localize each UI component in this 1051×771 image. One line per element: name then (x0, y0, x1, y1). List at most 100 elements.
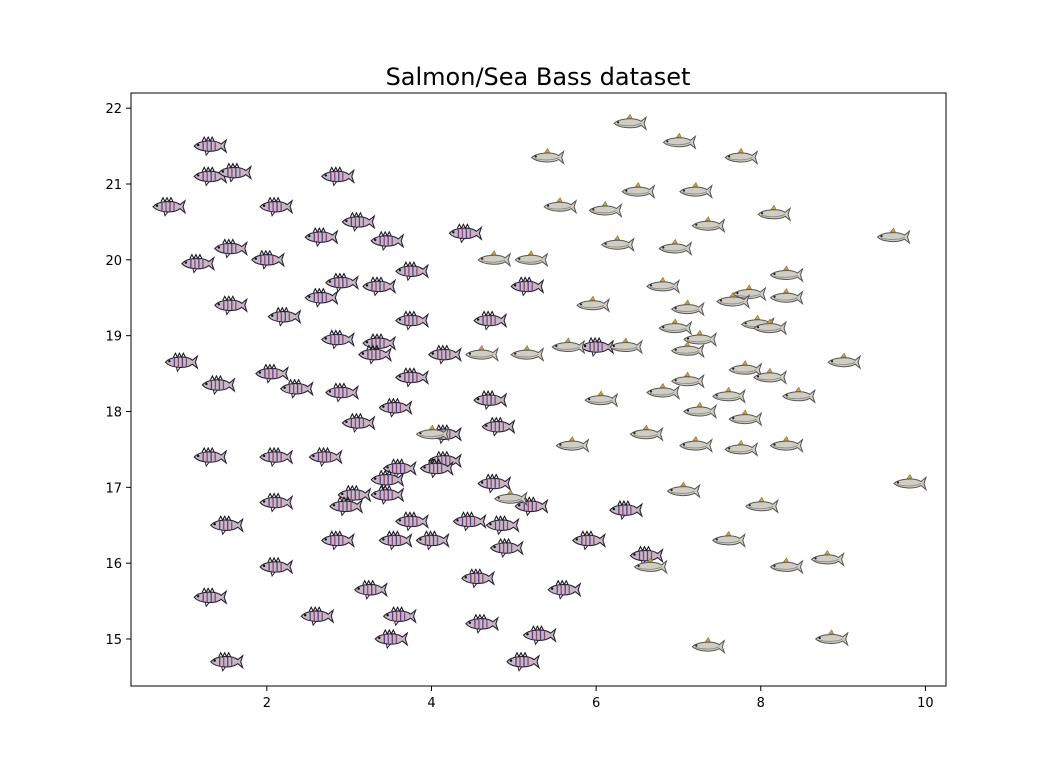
x-tick-label: 4 (427, 696, 435, 711)
x-tick-label: 8 (757, 696, 765, 711)
salmon-point (770, 557, 803, 574)
sea-bass-point (259, 197, 293, 217)
sea-bass-point (267, 307, 301, 327)
salmon-point (477, 250, 511, 267)
sea-bass-point (255, 363, 289, 384)
salmon-point (770, 288, 803, 305)
y-tick-label: 15 (105, 633, 122, 648)
salmon-point (728, 360, 762, 377)
salmon-point (613, 113, 647, 130)
salmon-point (667, 481, 701, 498)
salmon-point (877, 227, 910, 244)
sea-bass-point (164, 352, 199, 372)
sea-bass-point (181, 253, 215, 274)
salmon-point (630, 424, 663, 441)
salmon-point (658, 239, 692, 255)
salmon-point (691, 216, 725, 233)
salmon-point (815, 629, 849, 646)
salmon-point (893, 474, 927, 490)
salmon-point (683, 330, 717, 346)
sea-bass-point (477, 473, 511, 494)
sea-bass-point (210, 652, 244, 672)
sea-bass-point (461, 568, 495, 588)
salmon-point (646, 276, 680, 293)
sea-bass-point (395, 310, 429, 331)
y-tick-label: 21 (105, 178, 122, 193)
sea-bass-point (522, 625, 557, 645)
sea-bass-point (321, 166, 355, 187)
sea-bass-point (395, 367, 429, 388)
sea-bass-point (214, 238, 248, 259)
sea-bass-point (473, 390, 507, 410)
sea-bass-point (193, 447, 227, 467)
sea-bass-point (193, 136, 227, 156)
sea-bass-point (415, 530, 450, 551)
sea-bass-point (510, 276, 544, 297)
sea-bass-point (629, 545, 664, 566)
salmon-point (621, 182, 655, 199)
sea-bass-point (354, 580, 388, 600)
sea-bass-point (308, 447, 343, 467)
salmon-point (745, 496, 779, 513)
salmon-point (671, 371, 705, 388)
salmon-point (782, 386, 816, 403)
sea-bass-point (572, 530, 606, 551)
sea-bass-point (395, 261, 429, 281)
sea-bass-point (214, 295, 248, 315)
x-tick-label: 6 (592, 696, 600, 711)
sea-bass-point (580, 337, 614, 357)
salmon-point (514, 250, 548, 267)
sea-bass-point (279, 379, 314, 399)
salmon-point (679, 182, 713, 199)
salmon-point (543, 197, 577, 214)
sea-bass-point (341, 413, 376, 433)
sea-bass-point (465, 614, 499, 634)
sea-bass-point (378, 530, 413, 551)
sea-bass-point (370, 485, 404, 505)
salmon-point (465, 345, 499, 362)
salmon-point (671, 299, 705, 316)
sea-bass-point (428, 344, 462, 365)
salmon-point (827, 352, 861, 369)
salmon-point (609, 337, 643, 354)
salmon-point (770, 436, 803, 453)
sea-bass-point (485, 515, 520, 535)
x-tick-label: 10 (917, 696, 934, 711)
y-tick-label: 16 (105, 557, 122, 572)
salmon-point (510, 345, 544, 362)
sea-bass-point (325, 272, 359, 293)
y-axis: 15 16 17 18 19 20 21 22 (105, 102, 131, 648)
salmon-point (601, 235, 635, 252)
y-tick-label: 18 (105, 405, 122, 420)
sea-bass-point (341, 212, 376, 232)
salmon-point (691, 637, 725, 654)
salmon-point (712, 530, 746, 547)
salmon-point (555, 436, 589, 453)
salmon-point (531, 148, 565, 164)
salmon-point (724, 439, 758, 456)
salmon-point (757, 204, 791, 221)
salmon-point (811, 549, 845, 566)
y-tick-label: 22 (105, 102, 122, 117)
y-tick-label: 20 (105, 254, 122, 269)
sea-bass-point (506, 652, 540, 672)
salmon-point (770, 265, 803, 282)
sea-bass-point (547, 580, 581, 600)
sea-bass-point (448, 223, 483, 243)
sea-bass-point (382, 606, 417, 626)
sea-bass-point (481, 417, 515, 437)
sea-bass-point (210, 515, 244, 535)
sea-bass-point (304, 227, 338, 247)
y-tick-label: 19 (105, 330, 122, 345)
sea-bass-point (259, 447, 293, 467)
salmon-point (724, 148, 758, 164)
y-tick-label: 17 (105, 481, 122, 496)
sea-bass-point (489, 538, 524, 558)
x-tick-label: 2 (263, 696, 271, 711)
sea-bass-point (452, 511, 487, 532)
sea-bass-point (362, 276, 396, 297)
sea-bass-point (325, 382, 359, 403)
sea-bass-point (201, 375, 236, 395)
salmon-point (683, 402, 717, 418)
